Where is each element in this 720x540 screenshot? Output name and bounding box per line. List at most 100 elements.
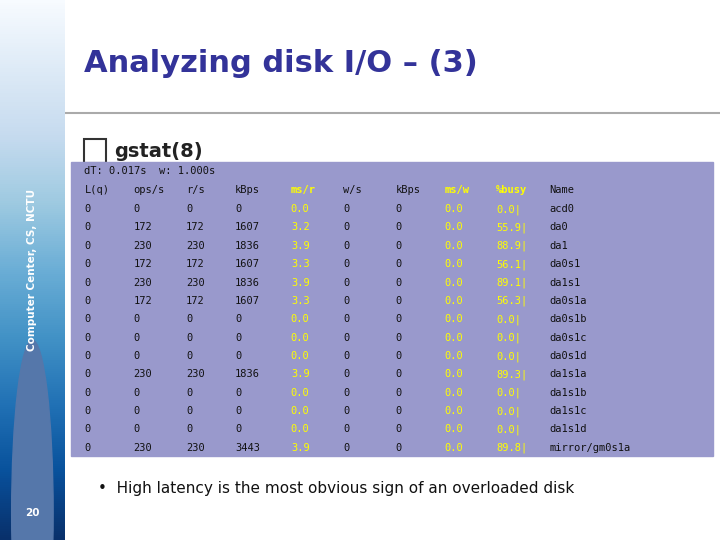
Text: 3.9: 3.9	[291, 241, 310, 251]
Text: 0: 0	[235, 351, 241, 361]
Text: 0: 0	[343, 259, 349, 269]
Text: 0: 0	[396, 424, 402, 435]
Text: Analyzing disk I/O – (3): Analyzing disk I/O – (3)	[84, 49, 478, 78]
Text: 0: 0	[343, 351, 349, 361]
Text: 0: 0	[396, 388, 402, 398]
Text: da0s1a: da0s1a	[549, 296, 587, 306]
Text: da0s1b: da0s1b	[549, 314, 587, 325]
Text: 0.0|: 0.0|	[496, 406, 521, 416]
Text: 0: 0	[396, 314, 402, 325]
Text: ms/w: ms/w	[445, 185, 470, 195]
Text: 0.0: 0.0	[445, 443, 464, 453]
Text: da0s1: da0s1	[549, 259, 581, 269]
Text: 0: 0	[84, 388, 91, 398]
Text: 0: 0	[343, 424, 349, 435]
Text: da1s1b: da1s1b	[549, 388, 587, 398]
Text: 0: 0	[84, 296, 91, 306]
Text: 3.3: 3.3	[291, 259, 310, 269]
Text: 3.2: 3.2	[291, 222, 310, 233]
Text: 0: 0	[343, 369, 349, 380]
Text: 1607: 1607	[235, 259, 260, 269]
Text: 172: 172	[186, 296, 204, 306]
Text: 0: 0	[343, 296, 349, 306]
Text: 0: 0	[343, 278, 349, 288]
Text: 0: 0	[84, 369, 91, 380]
Text: 0: 0	[186, 424, 192, 435]
Text: w/s: w/s	[343, 185, 362, 195]
Text: 0: 0	[343, 314, 349, 325]
Text: 172: 172	[134, 296, 153, 306]
Text: dT: 0.017s  w: 1.000s: dT: 0.017s w: 1.000s	[84, 166, 216, 176]
Text: 89.3|: 89.3|	[496, 369, 527, 380]
Text: 20: 20	[25, 508, 40, 518]
Text: 0: 0	[235, 424, 241, 435]
Text: •  High latency is the most obvious sign of an overloaded disk: • High latency is the most obvious sign …	[98, 481, 574, 496]
Text: 0: 0	[186, 314, 192, 325]
Text: 172: 172	[134, 259, 153, 269]
Text: 0: 0	[396, 369, 402, 380]
Text: %busy: %busy	[496, 185, 527, 195]
Text: 0: 0	[134, 351, 140, 361]
Text: 230: 230	[134, 278, 153, 288]
Text: 172: 172	[134, 222, 153, 233]
Text: r/s: r/s	[186, 185, 204, 195]
Text: 0: 0	[186, 406, 192, 416]
Text: 0.0: 0.0	[445, 388, 464, 398]
Text: 0.0: 0.0	[291, 333, 310, 343]
Text: 0: 0	[84, 204, 91, 214]
Text: 0: 0	[134, 333, 140, 343]
Text: 0.0: 0.0	[291, 388, 310, 398]
Text: mirror/gm0s1a: mirror/gm0s1a	[549, 443, 631, 453]
Text: 0.0: 0.0	[445, 369, 464, 380]
Text: 0.0: 0.0	[445, 333, 464, 343]
Text: 0: 0	[84, 443, 91, 453]
Text: 230: 230	[186, 278, 204, 288]
Text: 0.0: 0.0	[445, 424, 464, 435]
Text: da1s1: da1s1	[549, 278, 581, 288]
Text: da1s1d: da1s1d	[549, 424, 587, 435]
Text: 0: 0	[186, 351, 192, 361]
Text: 0: 0	[343, 222, 349, 233]
Text: 0.0: 0.0	[445, 406, 464, 416]
Text: 0.0|: 0.0|	[496, 314, 521, 325]
Text: da0: da0	[549, 222, 568, 233]
Text: 0: 0	[134, 314, 140, 325]
Text: 172: 172	[186, 259, 204, 269]
Text: 230: 230	[134, 443, 153, 453]
Text: 0.0: 0.0	[291, 204, 310, 214]
Text: ms/r: ms/r	[291, 185, 316, 195]
Text: 0: 0	[84, 241, 91, 251]
Text: 0.0: 0.0	[445, 296, 464, 306]
Text: 0.0: 0.0	[445, 241, 464, 251]
Text: 0: 0	[235, 314, 241, 325]
Text: 0: 0	[343, 204, 349, 214]
Text: 56.3|: 56.3|	[496, 296, 527, 306]
Text: 0.0: 0.0	[445, 204, 464, 214]
Text: 1607: 1607	[235, 296, 260, 306]
Text: 230: 230	[134, 241, 153, 251]
Text: 89.1|: 89.1|	[496, 278, 527, 288]
Text: 0: 0	[84, 259, 91, 269]
Text: 3.3: 3.3	[291, 296, 310, 306]
Text: L(q): L(q)	[84, 185, 109, 195]
Text: 0.0: 0.0	[445, 278, 464, 288]
FancyBboxPatch shape	[84, 139, 106, 163]
Text: 230: 230	[186, 369, 204, 380]
Text: 1836: 1836	[235, 369, 260, 380]
Text: 1607: 1607	[235, 222, 260, 233]
Text: 3.9: 3.9	[291, 278, 310, 288]
FancyBboxPatch shape	[71, 162, 714, 456]
Text: Name: Name	[549, 185, 575, 195]
Text: 3.9: 3.9	[291, 443, 310, 453]
Text: 3443: 3443	[235, 443, 260, 453]
Text: 0: 0	[235, 333, 241, 343]
Text: 0: 0	[84, 278, 91, 288]
Text: 0: 0	[186, 333, 192, 343]
Text: 0: 0	[396, 241, 402, 251]
Text: 0.0: 0.0	[291, 424, 310, 435]
Text: 0: 0	[134, 406, 140, 416]
Text: 0: 0	[396, 204, 402, 214]
Text: 0: 0	[396, 222, 402, 233]
Text: 0: 0	[343, 388, 349, 398]
Text: da0s1d: da0s1d	[549, 351, 587, 361]
